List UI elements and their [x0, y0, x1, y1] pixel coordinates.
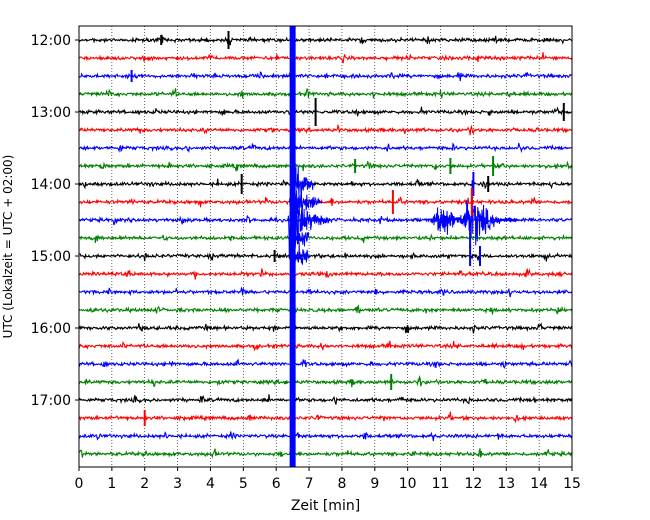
trace-line — [78, 411, 573, 424]
trace-line — [78, 358, 573, 369]
coda-signal — [430, 180, 520, 246]
trace-line — [78, 322, 573, 334]
x-tick-label: 3 — [173, 476, 182, 492]
trace-line — [78, 196, 573, 208]
y-tick-label: 14:00 — [31, 177, 71, 193]
trace-line — [78, 251, 573, 262]
trace-line — [78, 431, 573, 442]
trace-line — [78, 233, 573, 243]
trace-line — [78, 340, 573, 351]
coda-signal — [292, 242, 310, 267]
x-tick-label: 14 — [530, 476, 548, 492]
y-tick-label: 16:00 — [31, 321, 71, 337]
coda-signal — [292, 223, 310, 249]
y-tick-label: 12:00 — [31, 33, 71, 49]
x-tick-label: 13 — [497, 476, 515, 492]
x-tick-label: 5 — [239, 476, 248, 492]
trace-line — [78, 52, 573, 64]
plot-frame — [78, 25, 573, 468]
x-tick-label: 0 — [75, 476, 84, 492]
x-tick-label: 8 — [337, 476, 346, 492]
coda-signal — [287, 180, 331, 258]
x-tick-label: 15 — [563, 476, 581, 492]
trace-line — [78, 374, 573, 388]
coda-signal — [290, 166, 315, 197]
x-tick-label: 4 — [206, 476, 215, 492]
coda-signal — [288, 172, 323, 221]
x-tick-label: 10 — [399, 476, 417, 492]
earthquake-signal — [289, 26, 296, 467]
x-tick-label: 1 — [107, 476, 116, 492]
trace-line — [78, 268, 573, 280]
trace-line — [78, 286, 573, 298]
trace-line — [78, 34, 573, 46]
event-signals — [130, 26, 565, 467]
x-tick-label: 2 — [140, 476, 149, 492]
trace-line — [78, 160, 573, 172]
y-tick-label: 15:00 — [31, 249, 71, 265]
y-axis-label: UTC (Lokalzeit = UTC + 02:00) — [1, 155, 15, 339]
trace-line — [78, 178, 573, 190]
trace-line — [78, 448, 573, 459]
x-axis-label: Zeit [min] — [291, 498, 360, 514]
y-tick-label: 17:00 — [31, 393, 71, 409]
x-tick-label: 12 — [464, 476, 482, 492]
trace-line — [78, 71, 573, 82]
trace-line — [78, 106, 573, 117]
trace-line — [78, 142, 573, 154]
seismogram-traces — [78, 34, 573, 459]
x-tick-label: 11 — [432, 476, 450, 492]
trace-line — [78, 304, 573, 315]
trace-line — [78, 394, 573, 405]
trace-line — [78, 123, 573, 136]
x-axis-ticks: 0 1 2 3 4 5 6 7 8 9 10 11 12 13 14 15 — [75, 467, 581, 492]
x-tick-label: 7 — [305, 476, 314, 492]
y-axis-ticks: 12:00 13:00 14:00 15:00 16:00 17:00 — [31, 33, 79, 409]
trace-line — [78, 87, 573, 99]
x-tick-label: 6 — [272, 476, 281, 492]
y-tick-label: 13:00 — [31, 105, 71, 121]
x-tick-label: 9 — [370, 476, 379, 492]
